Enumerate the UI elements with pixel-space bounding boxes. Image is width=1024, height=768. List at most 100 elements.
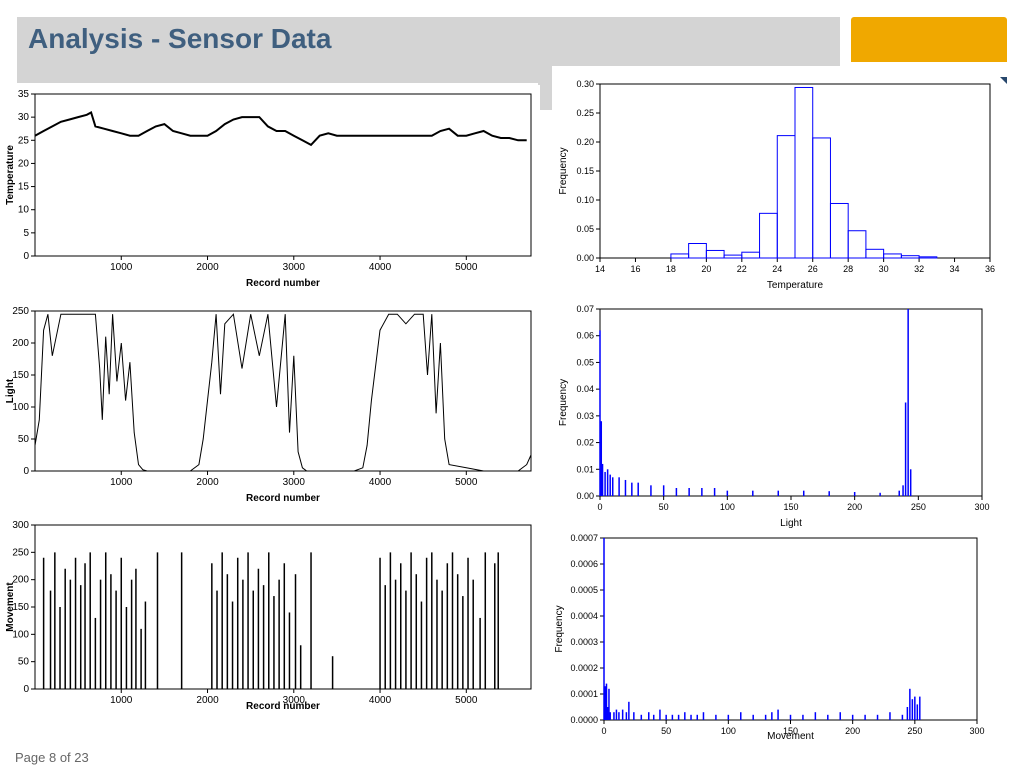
histogram-bar (829, 202, 849, 259)
y-tick-label: 0.20 (576, 137, 594, 147)
x-tick-label: 26 (808, 264, 818, 274)
movement-time-series-chart: 0 50 100 150 200 250 300 1000 2000 3000 4000 5000 Re… (0, 518, 540, 718)
x-tick-label: 50 (659, 502, 669, 512)
y-tick-label: 10 (18, 205, 30, 216)
chart-svg: 0 50 100 150 200 250 300 1000 2000 3000 4000 5000 Re… (5, 520, 532, 712)
y-tick-label: 50 (18, 434, 30, 445)
chart-svg: 0.0000 0.0001 0.0002 0.0003 0.0004 0.0005 0.00… (554, 533, 985, 742)
plot-frame (603, 537, 978, 721)
y-tick-label: 0.0000 (570, 715, 598, 725)
x-tick-label: 18 (666, 264, 676, 274)
histogram-bar (883, 253, 902, 259)
y-tick-label: 0.0001 (570, 689, 598, 699)
x-tick-label: 0 (597, 502, 602, 512)
x-axis-label: Record number (246, 701, 320, 712)
x-tick-label: 2000 (196, 262, 219, 273)
histogram-bar (759, 212, 778, 259)
x-tick-label: 250 (907, 726, 922, 736)
x-tick-label: 300 (974, 502, 989, 512)
y-tick-label: 200 (12, 338, 29, 349)
x-tick-label: 100 (721, 726, 736, 736)
x-tick-label: 3000 (283, 695, 306, 706)
y-tick-label: 0.00 (576, 253, 594, 263)
x-axis-label: Movement (767, 731, 814, 742)
x-tick-label: 4000 (369, 262, 392, 273)
y-axis-label: Frequency (554, 605, 565, 652)
x-tick-label: 50 (661, 726, 671, 736)
x-tick-label: 200 (847, 502, 862, 512)
series-line (34, 313, 532, 472)
chart-svg: 0.00 0.05 0.10 0.15 0.20 0.25 0.30 14 16 18 20 22 24… (558, 79, 995, 291)
plot-frame (34, 524, 532, 690)
histogram-bar (741, 251, 761, 259)
y-tick-label: 0.05 (576, 224, 594, 234)
y-tick-label: 5 (23, 228, 29, 239)
y-tick-label: 30 (18, 112, 30, 123)
temperature-histogram-chart: 0.00 0.05 0.10 0.15 0.20 0.25 0.30 14 16 18 20 22 24… (552, 66, 1000, 292)
y-tick-label: 0.15 (576, 166, 594, 176)
histogram-bar (776, 135, 796, 259)
x-axis-label: Temperature (767, 280, 824, 291)
x-tick-label: 2000 (196, 695, 219, 706)
y-tick-label: 25 (18, 135, 30, 146)
histogram-bar (794, 86, 814, 259)
x-tick-label: 5000 (455, 695, 478, 706)
y-tick-label: 0.03 (576, 411, 594, 421)
histogram-bar (865, 248, 885, 259)
y-tick-label: 100 (12, 629, 29, 640)
y-axis-label: Frequency (558, 147, 569, 194)
histogram-bar (847, 230, 867, 259)
y-tick-label: 50 (18, 657, 30, 668)
x-tick-label: 1000 (110, 695, 133, 706)
y-tick-label: 0.05 (576, 357, 594, 367)
x-tick-label: 32 (914, 264, 924, 274)
chart-svg: 0.00 0.01 0.02 0.03 0.04 0.05 0.06 0.07 0 50 100 15… (558, 304, 990, 529)
plot-frame (599, 308, 983, 497)
y-tick-label: 0.04 (576, 384, 594, 394)
y-tick-label: 0.01 (576, 464, 594, 474)
y-tick-label: 100 (12, 402, 29, 413)
histogram-bar (688, 243, 707, 259)
y-axis-label: Temperature (5, 145, 16, 205)
y-tick-label: 15 (18, 182, 30, 193)
x-tick-label: 16 (630, 264, 640, 274)
x-tick-label: 200 (845, 726, 860, 736)
y-tick-label: 0 (23, 684, 29, 695)
x-tick-label: 150 (783, 726, 798, 736)
y-tick-label: 0.02 (576, 438, 594, 448)
histogram-bar (918, 256, 938, 259)
x-tick-label: 28 (843, 264, 853, 274)
x-tick-label: 5000 (455, 477, 478, 488)
y-tick-label: 250 (12, 547, 29, 558)
y-tick-label: 250 (12, 306, 29, 317)
x-tick-label: 2000 (196, 477, 219, 488)
chart-svg: 0 50 100 150 200 250 1000 2000 3000 4000 5000 Recor… (5, 306, 532, 504)
light-histogram-chart: 0.00 0.01 0.02 0.03 0.04 0.05 0.06 0.07 0 50 100 15… (552, 300, 1000, 530)
y-tick-label: 0.0002 (570, 663, 598, 673)
slide-title: Analysis - Sensor Data (28, 23, 332, 54)
y-tick-label: 35 (18, 89, 30, 100)
y-tick-label: 300 (12, 520, 29, 531)
series-line (34, 111, 527, 147)
y-axis-label: Frequency (558, 379, 569, 426)
x-tick-label: 4000 (369, 477, 392, 488)
y-axis-label: Light (5, 378, 16, 403)
y-tick-label: 0.07 (576, 304, 594, 314)
y-tick-label: 0.0004 (570, 611, 598, 621)
x-tick-label: 34 (950, 264, 960, 274)
light-time-series-chart: 0 50 100 150 200 250 1000 2000 3000 4000 5000 Recor… (0, 302, 540, 514)
title-band-step (538, 83, 552, 110)
y-tick-label: 0.06 (576, 331, 594, 341)
page-number: Page 8 of 23 (15, 750, 89, 765)
y-tick-label: 0.0005 (570, 585, 598, 595)
y-tick-label: 0.0003 (570, 637, 598, 647)
x-tick-label: 4000 (369, 695, 392, 706)
y-tick-label: 0.0007 (570, 533, 598, 543)
histogram-bar (812, 137, 831, 259)
x-axis-label: Light (780, 518, 802, 529)
x-tick-label: 14 (595, 264, 605, 274)
accent-notch (1000, 77, 1007, 84)
x-tick-label: 3000 (283, 477, 306, 488)
x-tick-label: 22 (737, 264, 747, 274)
x-tick-label: 20 (701, 264, 711, 274)
